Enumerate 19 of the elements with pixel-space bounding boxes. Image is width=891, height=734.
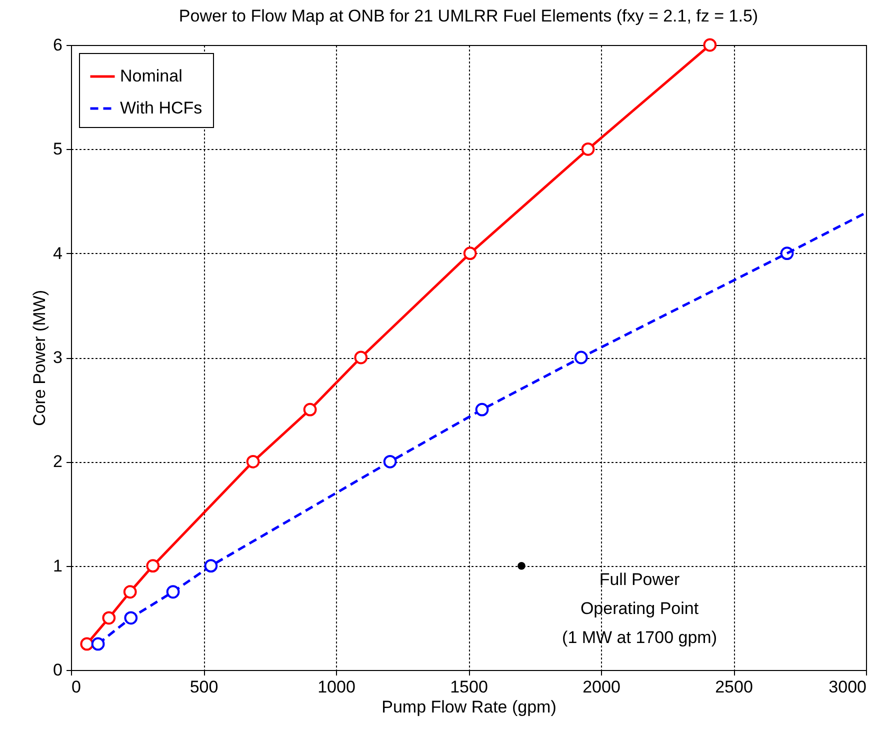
x-axis-title: Pump Flow Rate (gpm) <box>382 698 556 716</box>
legend-label: With HCFs <box>120 98 202 118</box>
legend-label: Nominal <box>120 66 182 86</box>
x-tick-label: 2000 <box>582 678 620 696</box>
x-tick-label: 1000 <box>318 678 356 696</box>
y-tick-label: 4 <box>53 244 62 263</box>
y-tick-label: 6 <box>53 36 62 54</box>
y-axis-title: Core Power (MW) <box>30 290 50 426</box>
y-tick-label: 0 <box>53 660 62 680</box>
y-tick-label: 2 <box>53 452 62 472</box>
x-tick-label: 0 <box>72 678 81 696</box>
y-tick-label: 1 <box>53 556 62 576</box>
x-tick-label: 2500 <box>715 678 753 696</box>
y-tick-label: 3 <box>53 348 62 367</box>
y-tick-label: 5 <box>53 140 62 159</box>
x-tick-label: 500 <box>190 678 218 696</box>
chart-title: Power to Flow Map at ONB for 21 UMLRR Fuel Elements (fxy = 2.1, fz = 1.5) <box>178 6 758 26</box>
x-tick-label: 1500 <box>450 678 488 696</box>
x-tick-label: 3000 <box>828 678 866 696</box>
